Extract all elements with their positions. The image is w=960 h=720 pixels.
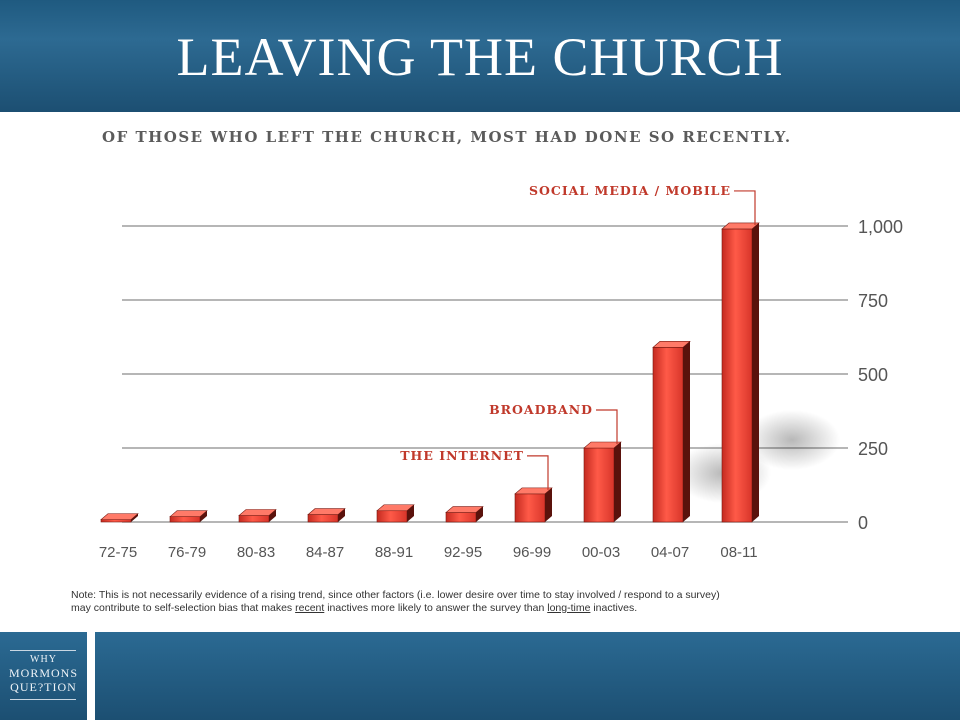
logo: WHY MORMONS QUE?TION [0, 632, 87, 720]
annotation-label: BROADBAND [489, 402, 593, 417]
header-bar: LEAVING THE CHURCH [0, 0, 960, 112]
note-text-b: inactives more likely to answer the surv… [324, 601, 548, 614]
logo-rule-top [10, 650, 76, 651]
annotation-label: THE INTERNET [400, 448, 524, 463]
bar [100, 513, 139, 523]
note-text-a: may contribute to self-selection bias th… [71, 601, 296, 614]
bar [307, 508, 346, 523]
bar [652, 341, 691, 523]
bar [445, 506, 484, 523]
annotation: SOCIAL MEDIA / MOBILE [529, 183, 756, 225]
x-tick-label: 08-11 [720, 544, 757, 561]
logo-line-2: MORMONS [8, 666, 78, 680]
y-tick-label: 250 [858, 439, 888, 459]
annotation-label: SOCIAL MEDIA / MOBILE [529, 183, 731, 198]
y-tick-label: 1,000 [858, 217, 903, 237]
bar-chart: 72-75 76-79 80-83 84-87 88-91 92-95 96-99 00-03… [99, 183, 903, 561]
x-tick-label: 96-99 [513, 544, 551, 561]
bar [514, 487, 553, 523]
annotation: BROADBAND [489, 402, 618, 444]
bar [721, 222, 760, 523]
bar [238, 509, 277, 523]
y-tick-label: 500 [858, 365, 888, 385]
chart-note: Note: This is not necessarily evidence o… [71, 589, 771, 614]
chart-subtitle: OF THOSE WHO LEFT THE CHURCH, MOST HAD D… [102, 128, 792, 146]
logo-line-1: WHY [30, 654, 57, 665]
annotation: THE INTERNET [400, 448, 549, 490]
note-line-1: Note: This is not necessarily evidence o… [71, 589, 720, 601]
bar [583, 441, 622, 523]
y-tick-label: 750 [858, 291, 888, 311]
x-tick-label: 88-91 [375, 544, 413, 561]
note-recent: recent [295, 601, 325, 614]
x-tick-label: 72-75 [99, 544, 137, 561]
x-tick-label: 00-03 [582, 544, 620, 561]
note-line-2: may contribute to self-selection bias th… [71, 602, 771, 615]
footer: WHY MORMONS QUE?TION [0, 632, 960, 720]
x-tick-label: 92-95 [444, 544, 482, 561]
bar-shadow [744, 409, 840, 470]
x-tick-label: 04-07 [651, 544, 689, 561]
bar [169, 510, 208, 523]
x-tick-label: 76-79 [168, 544, 206, 561]
x-tick-label: 84-87 [306, 544, 344, 561]
x-tick-label: 80-83 [237, 544, 275, 561]
note-long-time: long-time [547, 601, 591, 614]
note-text-c: inactives. [590, 601, 638, 614]
footer-band [95, 632, 960, 720]
y-tick-label: 0 [858, 513, 868, 533]
logo-rule-bottom [10, 699, 76, 700]
logo-line-3: QUE?TION [10, 680, 77, 694]
slide-title: LEAVING THE CHURCH [176, 27, 784, 87]
bar [376, 504, 415, 523]
